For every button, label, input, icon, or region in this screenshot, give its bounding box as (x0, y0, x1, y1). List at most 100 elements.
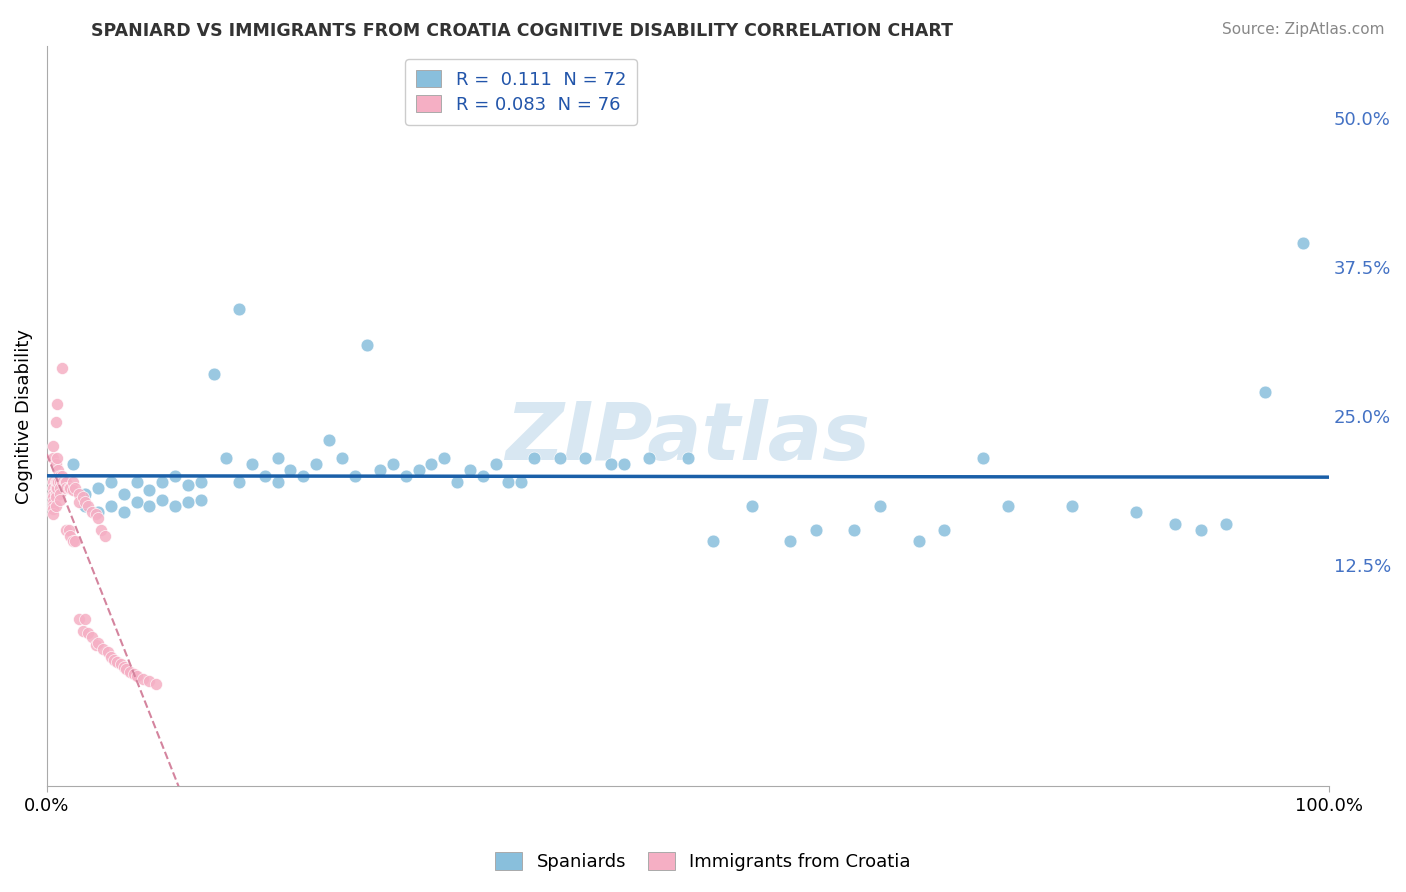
Point (1189, 523, 1212, 537)
Point (471, 468, 494, 483)
Point (75, 495, 97, 509)
Point (125, 495, 148, 509)
Point (240, 457, 263, 471)
Point (42, 507, 65, 521)
Point (46, 450, 69, 465)
Point (190, 475, 212, 489)
Point (125, 475, 148, 489)
Point (177, 495, 200, 509)
Point (75, 487, 97, 501)
Point (934, 523, 956, 537)
Point (446, 475, 468, 489)
Point (100, 499, 122, 513)
Point (804, 523, 827, 537)
Point (58, 481, 80, 495)
Point (48, 475, 70, 489)
Point (51, 361, 73, 376)
Point (266, 475, 288, 489)
Point (844, 523, 866, 537)
Point (80, 505, 103, 519)
Point (45, 415, 67, 429)
Point (55, 481, 77, 495)
Point (138, 674, 160, 689)
Point (420, 457, 443, 471)
Point (869, 499, 891, 513)
Point (165, 499, 187, 513)
Point (1164, 516, 1187, 531)
Point (48, 487, 70, 501)
Point (91, 641, 114, 656)
Point (67, 495, 90, 509)
Point (48, 468, 70, 483)
Point (75, 499, 97, 513)
Point (42, 475, 65, 489)
Legend: R =  0.111  N = 72, R = 0.083  N = 76: R = 0.111 N = 72, R = 0.083 N = 76 (405, 59, 637, 125)
Point (63, 534, 86, 549)
Point (112, 660, 135, 674)
Point (433, 450, 456, 465)
Point (122, 667, 145, 681)
Point (548, 450, 571, 465)
Point (97, 645, 120, 659)
Point (77, 626, 100, 640)
Point (112, 505, 135, 519)
Point (1215, 516, 1237, 531)
Point (72, 491, 94, 505)
Point (42, 491, 65, 505)
Point (779, 534, 801, 549)
Point (46, 481, 69, 495)
Point (115, 662, 138, 676)
Point (53, 475, 76, 489)
Text: SPANIARD VS IMMIGRANTS FROM CROATIA COGNITIVE DISABILITY CORRELATION CHART: SPANIARD VS IMMIGRANTS FROM CROATIA COGN… (91, 22, 953, 40)
Point (266, 450, 288, 465)
Point (907, 534, 929, 549)
Point (150, 492, 173, 507)
Point (305, 457, 328, 471)
Point (138, 483, 160, 498)
Point (280, 463, 302, 477)
Point (58, 523, 80, 537)
Point (165, 468, 187, 483)
Point (741, 499, 763, 513)
Point (202, 368, 225, 382)
Point (368, 463, 391, 477)
Point (150, 475, 173, 489)
Point (45, 491, 67, 505)
Point (1125, 505, 1147, 519)
Point (382, 457, 405, 471)
Point (87, 636, 110, 650)
Point (84, 638, 107, 652)
Point (48, 492, 70, 507)
Point (510, 475, 533, 489)
Point (42, 481, 65, 495)
Point (90, 523, 112, 537)
Point (702, 534, 724, 549)
Point (67, 612, 90, 626)
Point (55, 523, 77, 537)
Point (93, 528, 115, 542)
Point (62, 534, 84, 549)
Point (676, 450, 699, 465)
Point (330, 450, 353, 465)
Point (997, 499, 1019, 513)
Point (292, 468, 315, 483)
Point (458, 463, 481, 477)
Point (59, 528, 82, 542)
Point (972, 450, 994, 465)
Text: Source: ZipAtlas.com: Source: ZipAtlas.com (1222, 22, 1385, 37)
Text: ZIPatlas: ZIPatlas (505, 400, 870, 477)
Point (42, 495, 65, 509)
Point (42, 502, 65, 516)
Y-axis label: Cognitive Disability: Cognitive Disability (15, 328, 32, 504)
Point (408, 463, 430, 477)
Point (45, 487, 67, 501)
Point (125, 669, 148, 683)
Point (484, 457, 506, 471)
Point (638, 450, 661, 465)
Point (318, 433, 340, 447)
Point (55, 475, 77, 489)
Point (112, 487, 135, 501)
Point (45, 481, 67, 495)
Point (46, 475, 69, 489)
Point (51, 475, 73, 489)
